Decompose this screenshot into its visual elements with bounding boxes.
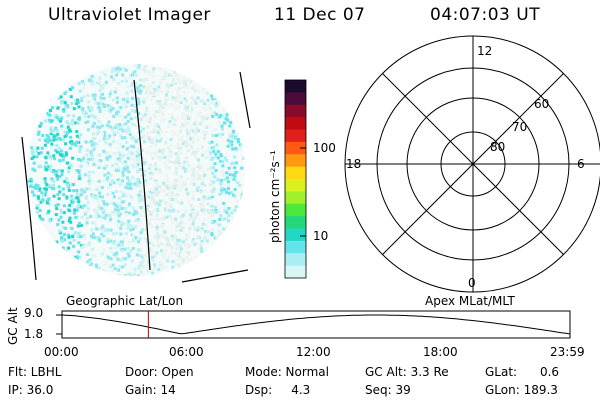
- timeline-y-top: 9.0: [24, 306, 44, 320]
- timeline-x-tick-4: 23:59: [550, 345, 585, 359]
- colorbar-tick-100: 100: [313, 141, 336, 155]
- colorbar-segment: [285, 265, 306, 279]
- colorbar-tick-10: 10: [313, 229, 329, 243]
- colorbar-segment: [285, 154, 306, 168]
- timeline-x-tick-3: 18:00: [423, 345, 458, 359]
- gain-field: Gain: 14: [125, 383, 176, 397]
- polar-lat-80: 80: [490, 140, 506, 154]
- colorbar-segment: [285, 191, 306, 205]
- colorbar: [285, 80, 306, 279]
- polar-label-0: 0: [468, 276, 476, 290]
- door-field: Door: Open: [125, 365, 194, 379]
- boundary-line-bottom: [181, 269, 249, 283]
- colorbar-segment: [285, 253, 306, 267]
- glon-field: GLon: 189.3: [485, 383, 558, 397]
- timeline-right-label: Apex MLat/MLT: [425, 294, 515, 308]
- polar-lat-70: 70: [512, 120, 528, 134]
- instrument-title: Ultraviolet Imager: [48, 5, 211, 25]
- polar-label-6: 6: [577, 157, 585, 171]
- timeline-x-tick-2: 12:00: [296, 345, 331, 359]
- colorbar-segment: [285, 166, 306, 180]
- timeline-axis-title: GC Alt: [6, 307, 20, 345]
- mode-field: Mode: Normal: [245, 365, 329, 379]
- colorbar-segment: [285, 129, 306, 143]
- altitude-plot-frame: [61, 310, 571, 339]
- boundary-line-middle: [133, 79, 151, 271]
- polar-lat-60: 60: [534, 97, 550, 111]
- ip-field: IP: 36.0: [8, 383, 54, 397]
- time-label: 04:07:03 UT: [430, 5, 541, 25]
- colorbar-segment: [285, 216, 306, 229]
- timeline-x-tick-1: 06:00: [169, 345, 204, 359]
- filter-field: Flt: LBHL: [8, 365, 62, 379]
- polar-label-12: 12: [477, 44, 493, 58]
- polar-grid: [344, 35, 600, 293]
- colorbar-segment: [285, 92, 306, 106]
- timeline-y-bottom: 1.8: [24, 327, 44, 341]
- timeline-x-tick-0: 00:00: [44, 345, 79, 359]
- boundary-line-left: [21, 136, 37, 281]
- colorbar-segment: [285, 104, 306, 118]
- boundary-line-right: [239, 71, 251, 129]
- colorbar-segment: [285, 80, 306, 93]
- colorbar-segment: [285, 117, 306, 130]
- colorbar-segment: [285, 228, 306, 242]
- date-label: 11 Dec 07: [274, 5, 366, 25]
- polar-label-18: 18: [346, 157, 362, 171]
- colorbar-segment: [285, 141, 306, 155]
- timeline-left-label: Geographic Lat/Lon: [66, 294, 184, 308]
- colorbar-segment: [285, 179, 306, 192]
- colorbar-segment: [285, 240, 306, 254]
- altitude-curve: [61, 314, 571, 335]
- glat-field: GLat: 0.6: [485, 365, 560, 379]
- colorbar-unit-label: photon cm⁻²s⁻¹: [268, 150, 282, 243]
- colorbar-segment: [285, 203, 306, 217]
- gc-alt-field: GC Alt: 3.3 Re: [365, 365, 449, 379]
- uv-image-disk: [27, 64, 245, 276]
- dsp-field: Dsp: 4.3: [245, 383, 311, 397]
- seq-field: Seq: 39: [365, 383, 411, 397]
